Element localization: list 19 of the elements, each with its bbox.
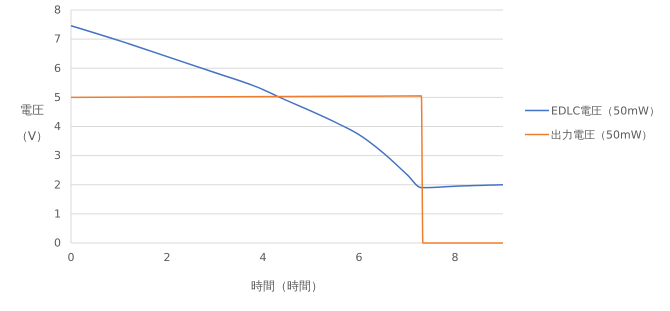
x-tick-label: 0 (68, 250, 74, 264)
legend-label: EDLC電圧（50mW） (551, 104, 660, 118)
x-tick-label: 2 (164, 250, 170, 264)
y-tick-label: 4 (54, 120, 61, 134)
y-tick-label: 6 (54, 62, 61, 75)
y-tick-label: 1 (54, 207, 61, 220)
line-series (70, 24, 504, 188)
x-tick-label: 6 (356, 250, 362, 264)
x-axis-title: 時間（時間） (251, 279, 323, 293)
legend-label: 出力電圧（50mW） (551, 128, 653, 142)
y-tick-label: 8 (54, 4, 61, 17)
y-tick-label: 0 (54, 236, 61, 250)
y-axis-title: 電圧（V） (14, 102, 50, 144)
x-tick-label: 8 (452, 250, 458, 264)
y-tick-label: 7 (54, 32, 61, 46)
x-tick-label: 4 (260, 250, 266, 264)
y-tick-label: 5 (54, 90, 61, 104)
y-tick-label: 3 (54, 149, 61, 162)
y-tick-label: 2 (54, 178, 61, 192)
